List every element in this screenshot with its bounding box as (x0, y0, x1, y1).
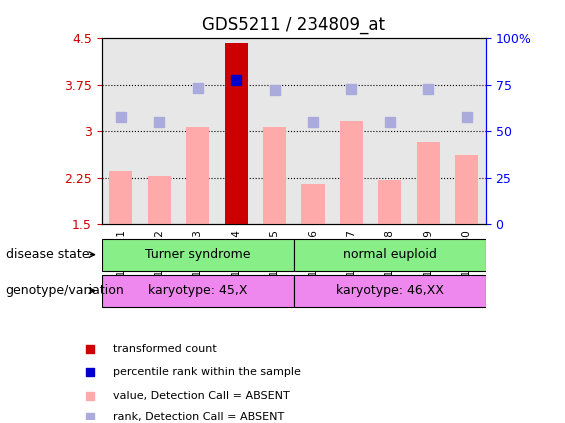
Text: karyotype: 45,X: karyotype: 45,X (148, 284, 247, 297)
Bar (263, 127, 286, 224)
Text: Turner syndrome: Turner syndrome (145, 248, 250, 261)
Point (424, 85, 433, 92)
Text: percentile rank within the sample: percentile rank within the sample (113, 367, 301, 377)
FancyBboxPatch shape (102, 239, 294, 271)
Point (308, 119, 318, 126)
Bar (217, 38, 255, 224)
Point (232, 77, 241, 84)
Bar (255, 38, 294, 224)
Bar (186, 127, 209, 224)
Title: GDS5211 / 234809_at: GDS5211 / 234809_at (202, 16, 385, 34)
Bar (379, 179, 401, 224)
Text: rank, Detection Call = ABSENT: rank, Detection Call = ABSENT (113, 412, 284, 422)
Text: value, Detection Call = ABSENT: value, Detection Call = ABSENT (113, 390, 290, 401)
Point (86, 346, 95, 352)
Bar (102, 38, 140, 224)
Point (193, 84, 202, 91)
Bar (409, 38, 447, 224)
FancyBboxPatch shape (294, 239, 486, 271)
FancyBboxPatch shape (294, 275, 486, 307)
Bar (417, 142, 440, 224)
Text: normal euploid: normal euploid (343, 248, 437, 261)
Bar (447, 38, 486, 224)
Bar (332, 38, 371, 224)
Text: disease state: disease state (6, 248, 89, 261)
Bar (179, 38, 217, 224)
Point (462, 114, 471, 121)
Point (385, 119, 394, 126)
Text: genotype/variation: genotype/variation (6, 284, 124, 297)
Text: transformed count: transformed count (113, 344, 217, 354)
Bar (225, 43, 247, 224)
Point (86, 414, 95, 420)
FancyBboxPatch shape (102, 275, 294, 307)
Point (86, 392, 95, 399)
Bar (140, 38, 179, 224)
Text: karyotype: 46,XX: karyotype: 46,XX (336, 284, 444, 297)
Point (86, 369, 95, 376)
Bar (340, 121, 363, 224)
Point (347, 85, 356, 92)
Bar (455, 155, 478, 224)
Bar (302, 184, 324, 224)
Point (270, 87, 279, 93)
Point (116, 114, 125, 121)
Point (155, 119, 164, 126)
Bar (294, 38, 332, 224)
Bar (371, 38, 409, 224)
Bar (110, 171, 132, 224)
Bar (148, 176, 171, 224)
